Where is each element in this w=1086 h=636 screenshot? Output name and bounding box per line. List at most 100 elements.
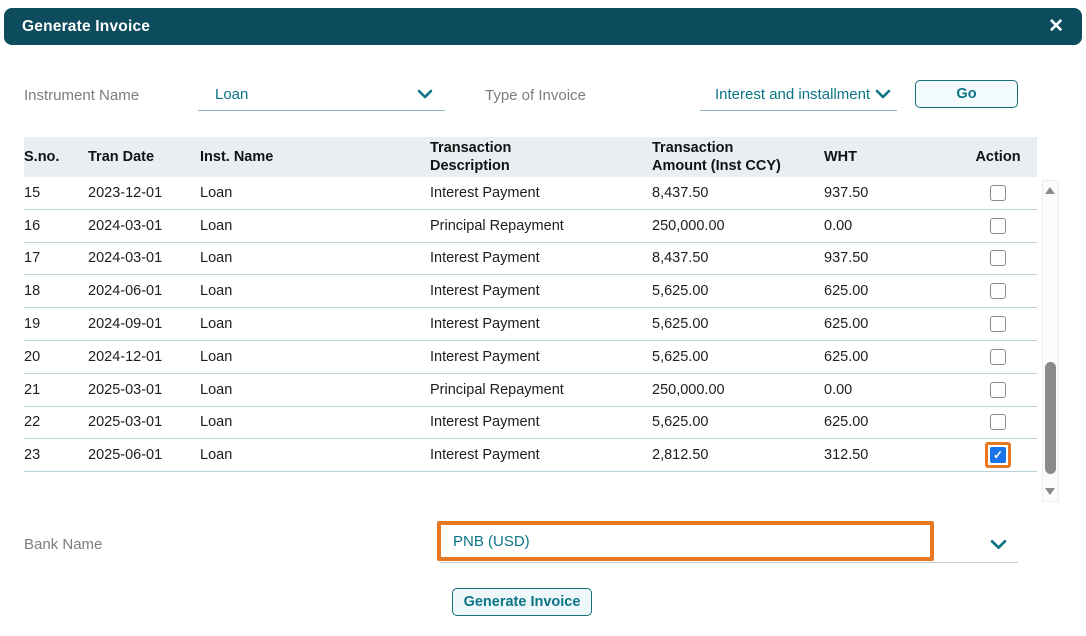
cell-tran-date: 2025-06-01 bbox=[88, 447, 163, 464]
cell-sno: 22 bbox=[24, 414, 41, 431]
column-header-tran-date: Tran Date bbox=[88, 149, 155, 165]
cell-action bbox=[959, 245, 1037, 271]
instrument-name-label: Instrument Name bbox=[24, 87, 140, 104]
type-of-invoice-dropdown[interactable]: Interest and installment bbox=[700, 78, 897, 111]
cell-amount: 5,625.00 bbox=[652, 283, 709, 300]
cell-wht: 312.50 bbox=[824, 447, 869, 464]
cell-action bbox=[959, 311, 1037, 337]
row-select-checkbox[interactable] bbox=[990, 348, 1006, 365]
cell-description: Interest Payment bbox=[430, 447, 540, 464]
checkbox-wrap bbox=[985, 377, 1011, 403]
cell-inst-name: Loan bbox=[200, 381, 233, 398]
cell-sno: 20 bbox=[24, 348, 41, 365]
table-row: 23 2025-06-01 Loan Interest Payment 2,812.50… bbox=[24, 439, 1037, 473]
cell-wht: 0.00 bbox=[824, 217, 853, 234]
row-select-checkbox[interactable] bbox=[990, 184, 1006, 201]
cell-amount: 2,812.50 bbox=[652, 447, 709, 464]
cell-action bbox=[959, 180, 1037, 206]
cell-inst-name: Loan bbox=[200, 316, 233, 333]
cell-inst-name: Loan bbox=[200, 217, 233, 234]
column-header-transaction-description: Transaction Description bbox=[430, 139, 512, 174]
table-scrollbar[interactable] bbox=[1042, 180, 1059, 502]
bank-name-value: PNB (USD) bbox=[453, 532, 530, 550]
cell-amount: 5,625.00 bbox=[652, 414, 709, 431]
cell-sno: 19 bbox=[24, 316, 41, 333]
cell-action: ✓ bbox=[959, 442, 1037, 469]
cell-tran-date: 2024-06-01 bbox=[88, 283, 163, 300]
generate-invoice-button[interactable]: Generate Invoice bbox=[452, 588, 592, 616]
cell-action bbox=[959, 344, 1037, 370]
checkbox-wrap bbox=[985, 409, 1011, 435]
row-select-checkbox[interactable] bbox=[990, 414, 1006, 431]
cell-amount: 5,625.00 bbox=[652, 348, 709, 365]
column-header-wht: WHT bbox=[824, 149, 858, 165]
table-body: 15 2023-12-01 Loan Interest Payment 8,437.50… bbox=[24, 177, 1037, 473]
cell-sno: 23 bbox=[24, 447, 41, 464]
column-header-inst-name: Inst. Name bbox=[200, 149, 274, 165]
cell-description: Principal Repayment bbox=[430, 217, 564, 234]
instrument-name-dropdown[interactable]: Loan bbox=[198, 78, 445, 111]
cell-amount: 8,437.50 bbox=[652, 250, 709, 267]
cell-wht: 625.00 bbox=[824, 414, 869, 431]
cell-sno: 21 bbox=[24, 381, 41, 398]
instrument-name-value: Loan bbox=[215, 85, 249, 103]
invoice-table: S.no. Tran Date Inst. Name Transaction D… bbox=[24, 137, 1037, 473]
checkbox-wrap bbox=[985, 213, 1011, 239]
cell-description: Interest Payment bbox=[430, 348, 540, 365]
cell-action bbox=[959, 377, 1037, 403]
scroll-down-icon[interactable] bbox=[1045, 488, 1055, 495]
table-row: 18 2024-06-01 Loan Interest Payment 5,625.00… bbox=[24, 275, 1037, 309]
chevron-down-icon[interactable] bbox=[990, 537, 1007, 555]
row-select-checkbox[interactable] bbox=[990, 217, 1006, 234]
cell-amount: 8,437.50 bbox=[652, 184, 709, 201]
chevron-down-icon bbox=[875, 89, 891, 99]
table-row: 19 2024-09-01 Loan Interest Payment 5,625.00… bbox=[24, 308, 1037, 341]
row-select-checkbox[interactable] bbox=[990, 316, 1006, 333]
filter-row: Instrument Name Loan Type of Invoice Int… bbox=[0, 78, 1086, 114]
column-header-action: Action bbox=[975, 149, 1021, 165]
dialog-header: Generate Invoice ✕ bbox=[4, 8, 1082, 45]
checkbox-wrap bbox=[985, 344, 1011, 370]
table-row: 20 2024-12-01 Loan Interest Payment 5,625.00… bbox=[24, 340, 1037, 374]
cell-description: Interest Payment bbox=[430, 414, 540, 431]
cell-description: Interest Payment bbox=[430, 316, 540, 333]
scroll-up-icon[interactable] bbox=[1045, 187, 1055, 194]
cell-amount: 250,000.00 bbox=[652, 217, 725, 234]
checkbox-wrap bbox=[985, 311, 1011, 337]
type-of-invoice-label: Type of Invoice bbox=[485, 87, 586, 104]
row-select-checkbox[interactable]: ✓ bbox=[990, 447, 1006, 464]
cell-wht: 937.50 bbox=[824, 184, 869, 201]
cell-tran-date: 2023-12-01 bbox=[88, 184, 163, 201]
cell-action bbox=[959, 213, 1037, 239]
row-select-checkbox[interactable] bbox=[990, 283, 1006, 300]
cell-tran-date: 2024-12-01 bbox=[88, 348, 163, 365]
cell-inst-name: Loan bbox=[200, 414, 233, 431]
table-row: 22 2025-03-01 Loan Interest Payment 5,625.00… bbox=[24, 406, 1037, 440]
cell-inst-name: Loan bbox=[200, 447, 233, 464]
cell-tran-date: 2025-03-01 bbox=[88, 414, 163, 431]
row-select-checkbox[interactable] bbox=[990, 250, 1006, 267]
checkbox-wrap bbox=[985, 278, 1011, 304]
cell-inst-name: Loan bbox=[200, 184, 233, 201]
bank-name-dropdown[interactable]: PNB (USD) bbox=[437, 521, 934, 561]
cell-sno: 16 bbox=[24, 217, 41, 234]
cell-inst-name: Loan bbox=[200, 250, 233, 267]
checkbox-wrap bbox=[985, 245, 1011, 271]
column-header-sno: S.no. bbox=[24, 149, 60, 165]
dialog-title: Generate Invoice bbox=[22, 17, 151, 35]
table-header-row: S.no. Tran Date Inst. Name Transaction D… bbox=[24, 137, 1037, 177]
type-of-invoice-value: Interest and installment bbox=[715, 85, 871, 103]
close-icon[interactable]: ✕ bbox=[1048, 16, 1064, 37]
go-button[interactable]: Go bbox=[915, 80, 1018, 108]
cell-inst-name: Loan bbox=[200, 348, 233, 365]
cell-wht: 625.00 bbox=[824, 348, 869, 365]
scrollbar-thumb[interactable] bbox=[1045, 362, 1056, 474]
cell-wht: 0.00 bbox=[824, 381, 853, 398]
table-row: 21 2025-03-01 Loan Principal Repayment 250,0… bbox=[24, 373, 1037, 407]
cell-description: Principal Repayment bbox=[430, 381, 564, 398]
column-header-transaction-amount: Transaction Amount (Inst CCY) bbox=[652, 139, 781, 174]
cell-sno: 17 bbox=[24, 250, 41, 267]
row-select-checkbox[interactable] bbox=[990, 381, 1006, 398]
cell-tran-date: 2025-03-01 bbox=[88, 381, 163, 398]
cell-action bbox=[959, 278, 1037, 304]
